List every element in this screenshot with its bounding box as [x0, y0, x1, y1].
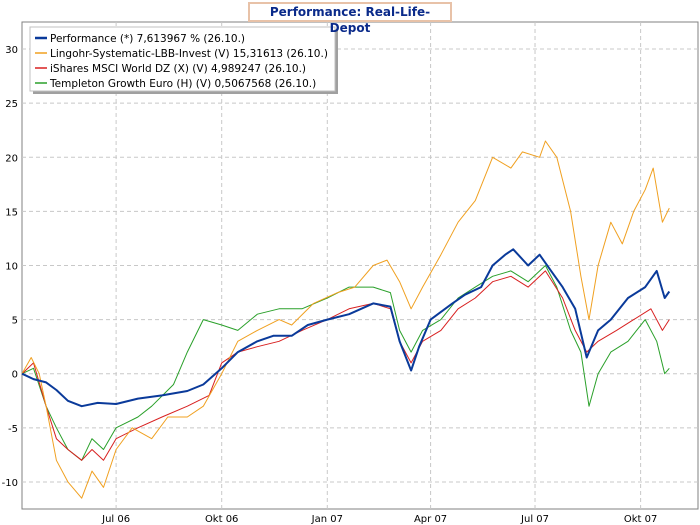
series-line [21, 265, 670, 461]
legend-entry: Templeton Growth Euro (H) (V) 0,5067568 … [49, 78, 316, 90]
y-tick-label: -10 [2, 478, 18, 489]
x-tick-label: Jan 07 [311, 514, 343, 525]
y-tick-label: 25 [5, 99, 18, 110]
legend-entry: Performance (*) 7,613967 % (26.10.) [50, 33, 245, 45]
x-axis: Jul 06 Okt 06 Jan 07 Apr 07 Jul 07 Okt 07 [101, 514, 657, 525]
y-tick-label: 10 [5, 262, 18, 273]
y-tick-label: 5 [12, 316, 18, 327]
x-tick-label: Jul 06 [101, 514, 130, 525]
series-line [21, 140, 670, 499]
x-tick-label: Apr 07 [414, 514, 447, 525]
y-tick-label: 20 [5, 153, 18, 164]
legend-box [29, 26, 336, 92]
y-tick-label: 30 [5, 45, 18, 56]
x-tick-label: Okt 06 [205, 514, 239, 525]
legend: Performance (*) 7,613967 % (26.10.) Lingo… [29, 26, 338, 94]
legend-entry: iShares MSCI World DZ (X) (V) 4,989247 (… [50, 63, 306, 75]
y-axis: -10 -5 0 5 10 15 20 25 30 [2, 45, 18, 489]
x-tick-label: Jul 07 [520, 514, 549, 525]
x-tick-label: Okt 07 [624, 514, 658, 525]
y-tick-label: 15 [5, 207, 18, 218]
chart-title: Performance: Real-Life-Depot [248, 2, 452, 35]
series-lines [21, 140, 671, 499]
y-tick-label: 0 [12, 370, 18, 381]
legend-entry: Lingohr-Systematic-LBB-Invest (V) 15,316… [50, 48, 328, 60]
y-tick-label: -5 [8, 424, 18, 435]
series-line [21, 248, 671, 408]
